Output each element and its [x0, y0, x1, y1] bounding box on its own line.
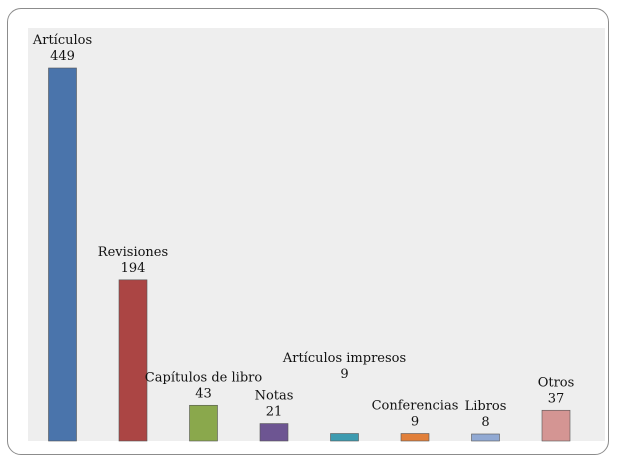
bar-value-label-1: 194	[121, 261, 146, 276]
bar-value-label-5: 9	[411, 415, 419, 430]
bar-value-label-4: 9	[340, 367, 348, 382]
bar-category-label-2: Capítulos de libro	[145, 370, 263, 385]
bar-3	[259, 423, 289, 442]
bar-4	[330, 433, 359, 442]
bar-0	[48, 67, 77, 442]
bar-value-label-3: 21	[266, 405, 283, 420]
bar-category-label-3: Notas	[255, 389, 294, 404]
plot-area	[28, 28, 605, 441]
bar-category-label-0: Artículos	[32, 33, 92, 48]
bar-value-label-6: 8	[481, 415, 489, 430]
bar-category-label-6: Libros	[465, 399, 507, 414]
bar-value-label-7: 37	[548, 391, 565, 406]
bar-value-label-2: 43	[195, 386, 212, 401]
bar-2	[189, 404, 218, 442]
bar-category-label-4: Artículos impresos	[282, 351, 406, 366]
bar-1	[118, 279, 148, 442]
bar-5	[400, 433, 430, 442]
bar-category-label-1: Revisiones	[98, 245, 168, 260]
bar-category-label-5: Conferencias	[372, 399, 459, 414]
bar-category-label-7: Otros	[538, 375, 575, 390]
bar-6	[471, 433, 500, 442]
bar-7	[541, 409, 571, 442]
bar-value-label-0: 449	[50, 49, 75, 64]
